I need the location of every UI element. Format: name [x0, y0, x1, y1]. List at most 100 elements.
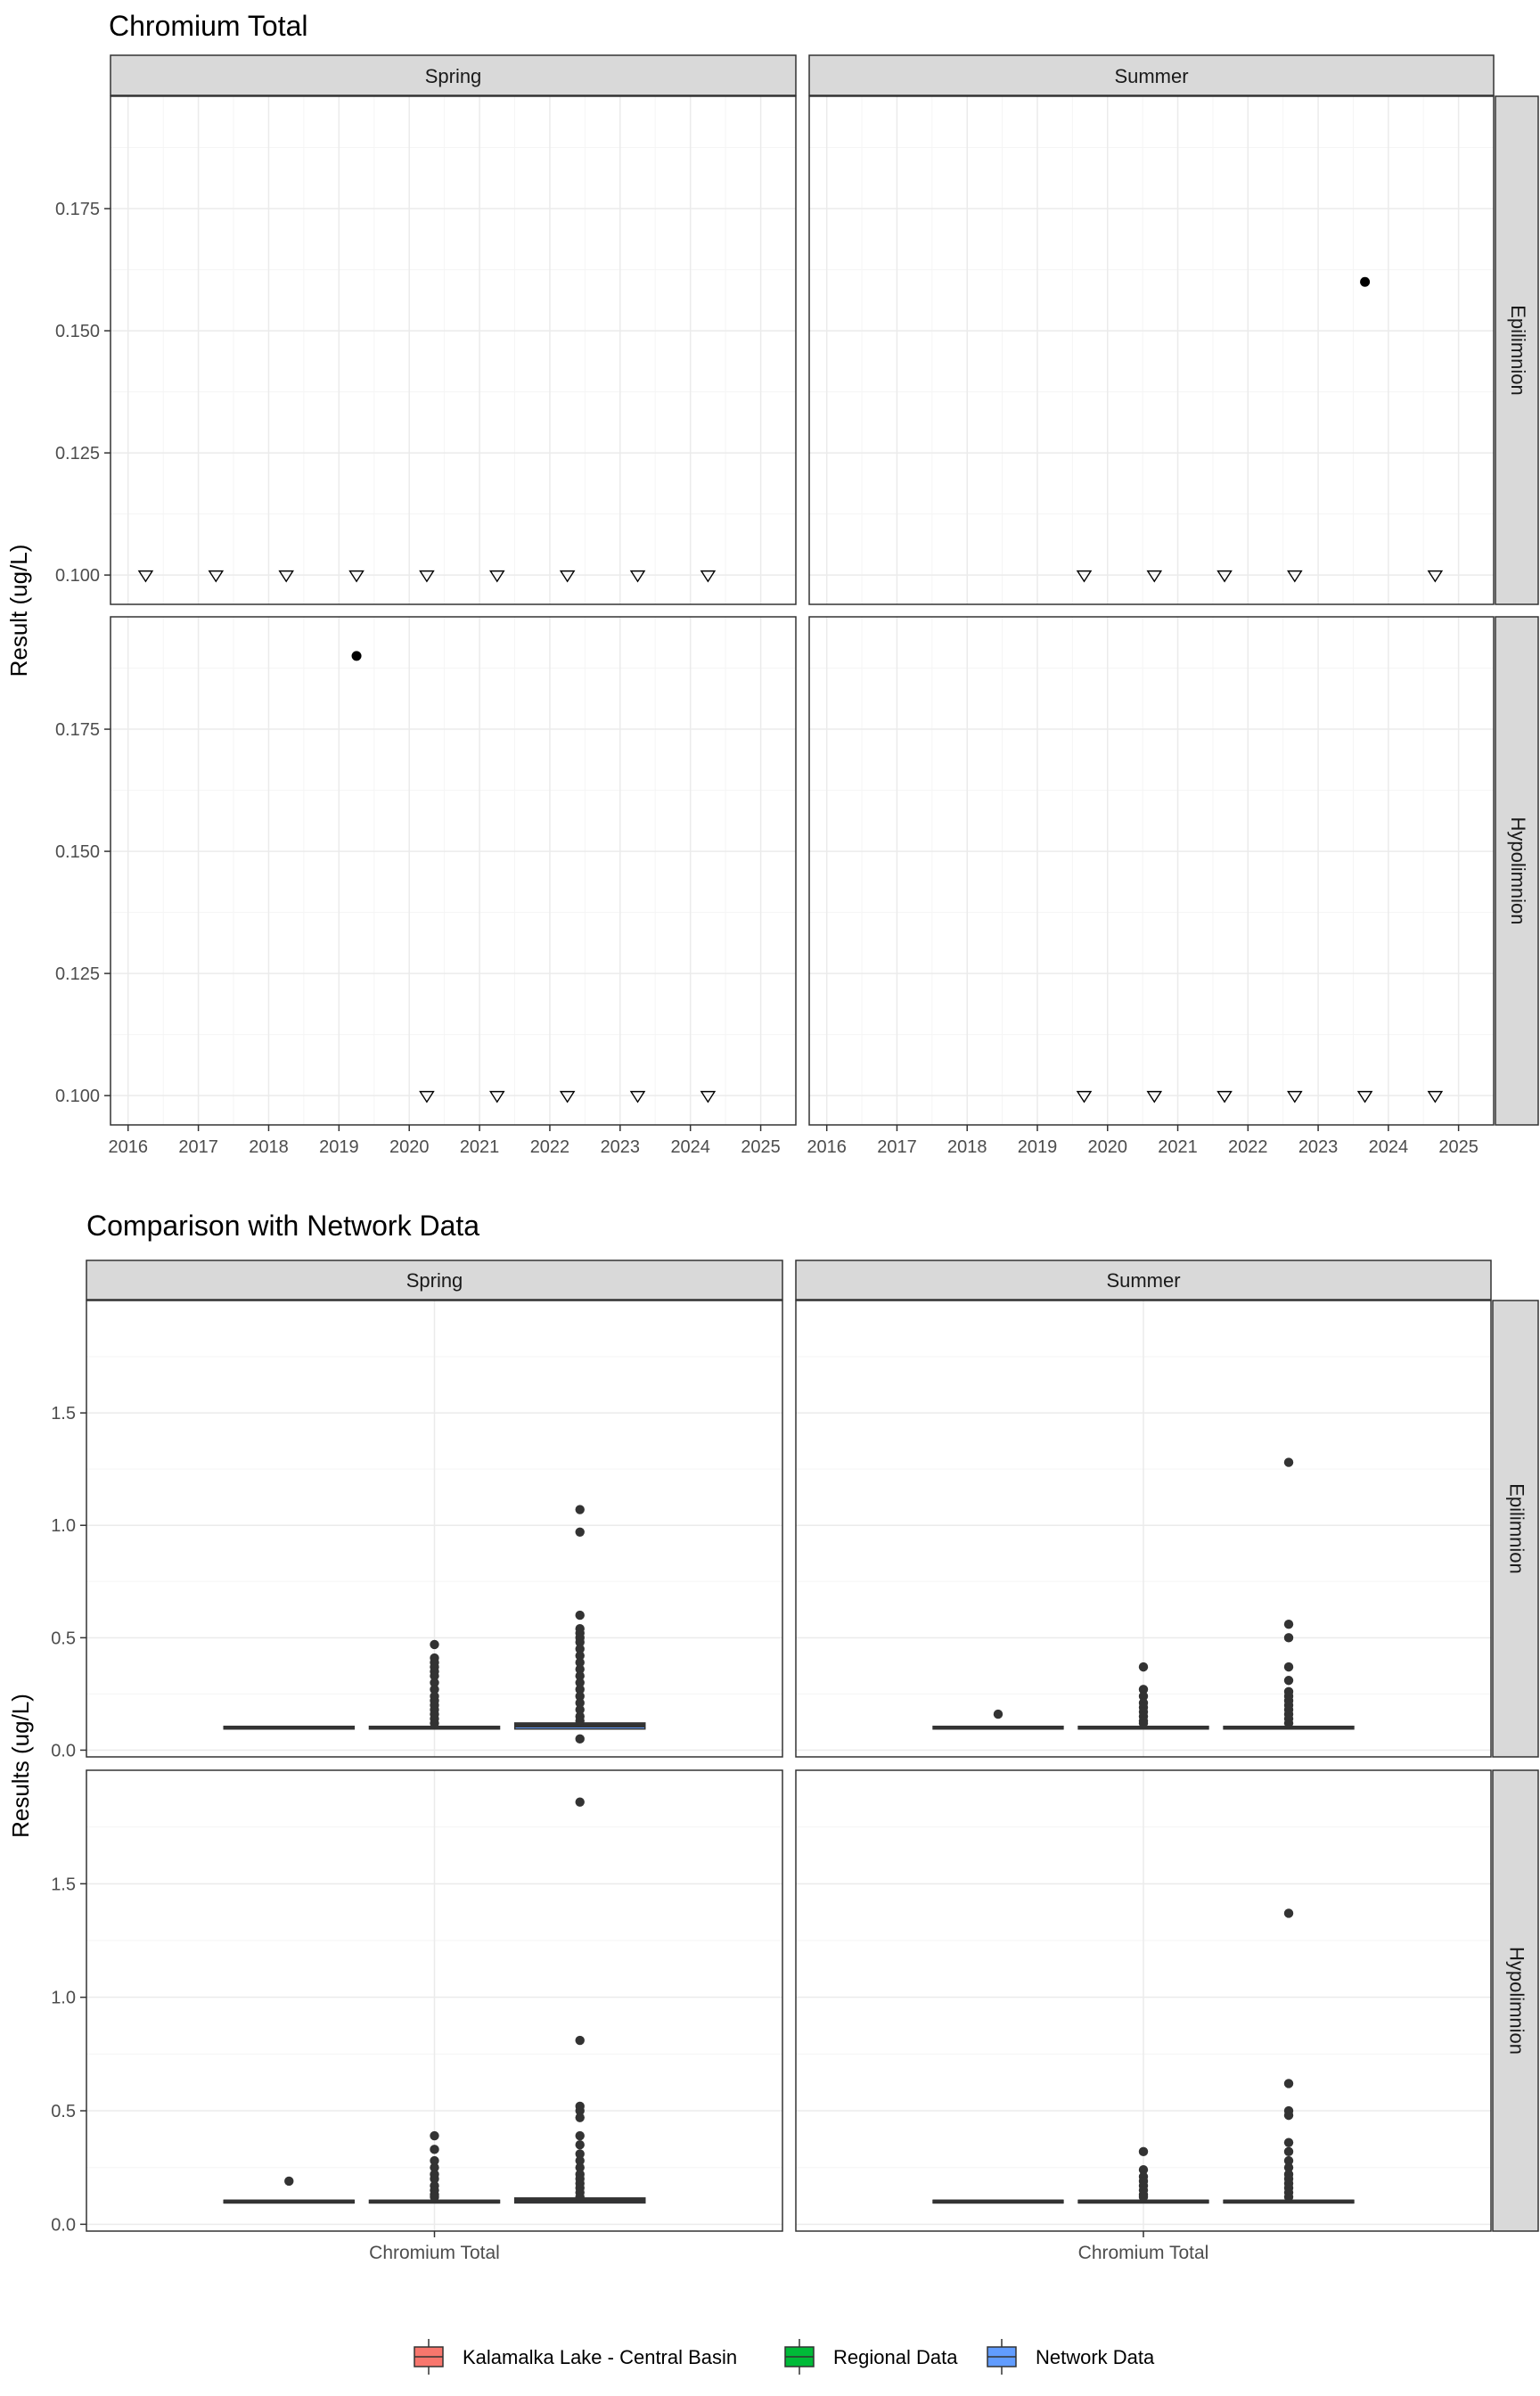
legend: Kalamalka Lake - Central Basin Regional D…	[414, 2339, 1155, 2375]
below-detection-marker	[1076, 570, 1093, 583]
y-tick-label: 1.5	[51, 1875, 76, 1894]
outlier-point	[575, 1734, 585, 1744]
chart1-title: Chromium Total	[109, 10, 307, 42]
y-tick-label: 0.125	[55, 444, 100, 464]
panel-border	[110, 95, 797, 605]
chart2-panel-summer-epilimnion	[795, 1300, 1492, 1758]
panel-border	[795, 1300, 1492, 1758]
outlier-point	[1283, 2192, 1294, 2202]
x-tick-label: 2017	[178, 1137, 218, 1157]
chart2-panel-spring-hypolimnion	[86, 1769, 783, 2232]
y-tick-label: 0.150	[55, 842, 100, 862]
outlier-point	[575, 1716, 585, 1726]
outlier-point	[430, 2174, 439, 2184]
x-tick-label: 2023	[1298, 1137, 1339, 1157]
outlier-point	[1138, 1718, 1149, 1728]
x-tick-label: 2025	[1438, 1137, 1479, 1157]
outlier-point	[575, 1637, 585, 1647]
box-network	[513, 1505, 646, 1744]
outlier-point	[575, 1651, 585, 1661]
chart1-strip-hypolimnion	[1495, 616, 1539, 1126]
chart1-strip-label-epilimnion: Epilimnion	[1507, 305, 1529, 396]
x-tick-label: 2021	[460, 1137, 500, 1157]
below-detection-marker	[419, 1090, 435, 1104]
chart2-strip-spring	[86, 1260, 783, 1301]
x-category-label: Chromium Total	[1078, 2243, 1209, 2263]
chart1-strip-label-summer: Summer	[1114, 65, 1188, 87]
panel-border	[808, 95, 1495, 605]
below-detection-marker	[629, 570, 646, 583]
box-network	[1223, 1908, 1355, 2204]
legend-key-regional	[784, 2339, 815, 2375]
panel-background	[111, 617, 796, 1125]
outlier-point	[575, 1685, 585, 1694]
outlier-point	[575, 1527, 585, 1537]
below-detection-marker	[1427, 1090, 1444, 1104]
x-tick-label: 2024	[670, 1137, 710, 1157]
y-tick-label: 1.0	[51, 1989, 76, 2008]
y-tick-label: 0.175	[55, 720, 100, 740]
panel-border	[110, 616, 797, 1126]
below-detection-marker	[1356, 1090, 1373, 1104]
data-point	[351, 651, 362, 661]
chart1-strip-summer	[808, 54, 1495, 96]
x-tick-label: 2021	[1158, 1137, 1198, 1157]
x-tick-label: 2018	[947, 1137, 987, 1157]
x-tick-label: 2016	[807, 1137, 847, 1157]
y-tick-label: 0.100	[55, 1087, 100, 1106]
below-detection-marker	[629, 1090, 646, 1104]
chart2-strip-label-hypolimnion: Hypolimnion	[1506, 1947, 1528, 2055]
outlier-point	[575, 2105, 585, 2116]
outlier-point	[1283, 2155, 1294, 2166]
outlier-point	[1283, 1718, 1294, 1728]
outlier-point	[575, 1678, 585, 1687]
outlier-point	[430, 1678, 439, 1687]
chart2-strip-label-epilimnion: Epilimnion	[1506, 1483, 1528, 1574]
outlier-point	[1138, 2146, 1149, 2157]
box-kalamalka	[932, 2199, 1064, 2204]
box-kalamalka	[223, 2176, 356, 2204]
y-tick-label: 0.150	[55, 322, 100, 341]
box-kalamalka	[223, 1725, 356, 1730]
legend-key-kalamalka	[414, 2339, 444, 2375]
chart2-strip-hypolimnion	[1492, 1769, 1539, 2232]
x-tick-label: 2024	[1369, 1137, 1409, 1157]
outlier-point	[575, 1505, 585, 1514]
x-tick-label: 2020	[389, 1137, 430, 1157]
outlier-point	[575, 1671, 585, 1681]
outlier-point	[430, 2162, 439, 2172]
below-detection-marker	[419, 570, 435, 583]
box-regional	[1077, 1662, 1209, 1730]
chart1-strip-epilimnion	[1495, 95, 1539, 605]
outlier-point	[575, 1704, 585, 1715]
outlier-point	[575, 1691, 585, 1702]
chart1-panel-summer-epilimnion	[808, 95, 1495, 605]
below-detection-marker	[700, 1090, 717, 1104]
x-tick-label: 2016	[108, 1137, 148, 1157]
below-detection-marker	[137, 570, 154, 583]
x-tick-label: 2019	[319, 1137, 359, 1157]
below-detection-marker	[1287, 1090, 1303, 1104]
outlier-point	[575, 1698, 585, 1708]
outlier-point	[1283, 2146, 1294, 2157]
panel-background	[809, 617, 1494, 1125]
x-tick-label: 2017	[877, 1137, 917, 1157]
outlier-point	[1283, 2079, 1294, 2088]
x-tick-label: 2018	[249, 1137, 289, 1157]
box-regional	[1077, 2146, 1209, 2204]
y-tick-label: 0.125	[55, 964, 100, 984]
panel-border	[808, 616, 1495, 1126]
y-tick-label: 0.100	[55, 566, 100, 586]
outlier-point	[1283, 1908, 1294, 1918]
chart2-strip-summer	[795, 1260, 1492, 1301]
below-detection-marker	[348, 570, 365, 583]
data-point	[1360, 276, 1371, 287]
y-tick-label: 1.5	[51, 1404, 76, 1424]
panel-background	[809, 96, 1494, 604]
outlier-point	[575, 1610, 585, 1621]
y-tick-label: 1.0	[51, 1516, 76, 1536]
outlier-point	[430, 1671, 439, 1681]
outlier-point	[575, 2162, 585, 2172]
outlier-point	[575, 2113, 585, 2122]
chart1-strip-label-hypolimnion: Hypolimnion	[1507, 816, 1529, 924]
